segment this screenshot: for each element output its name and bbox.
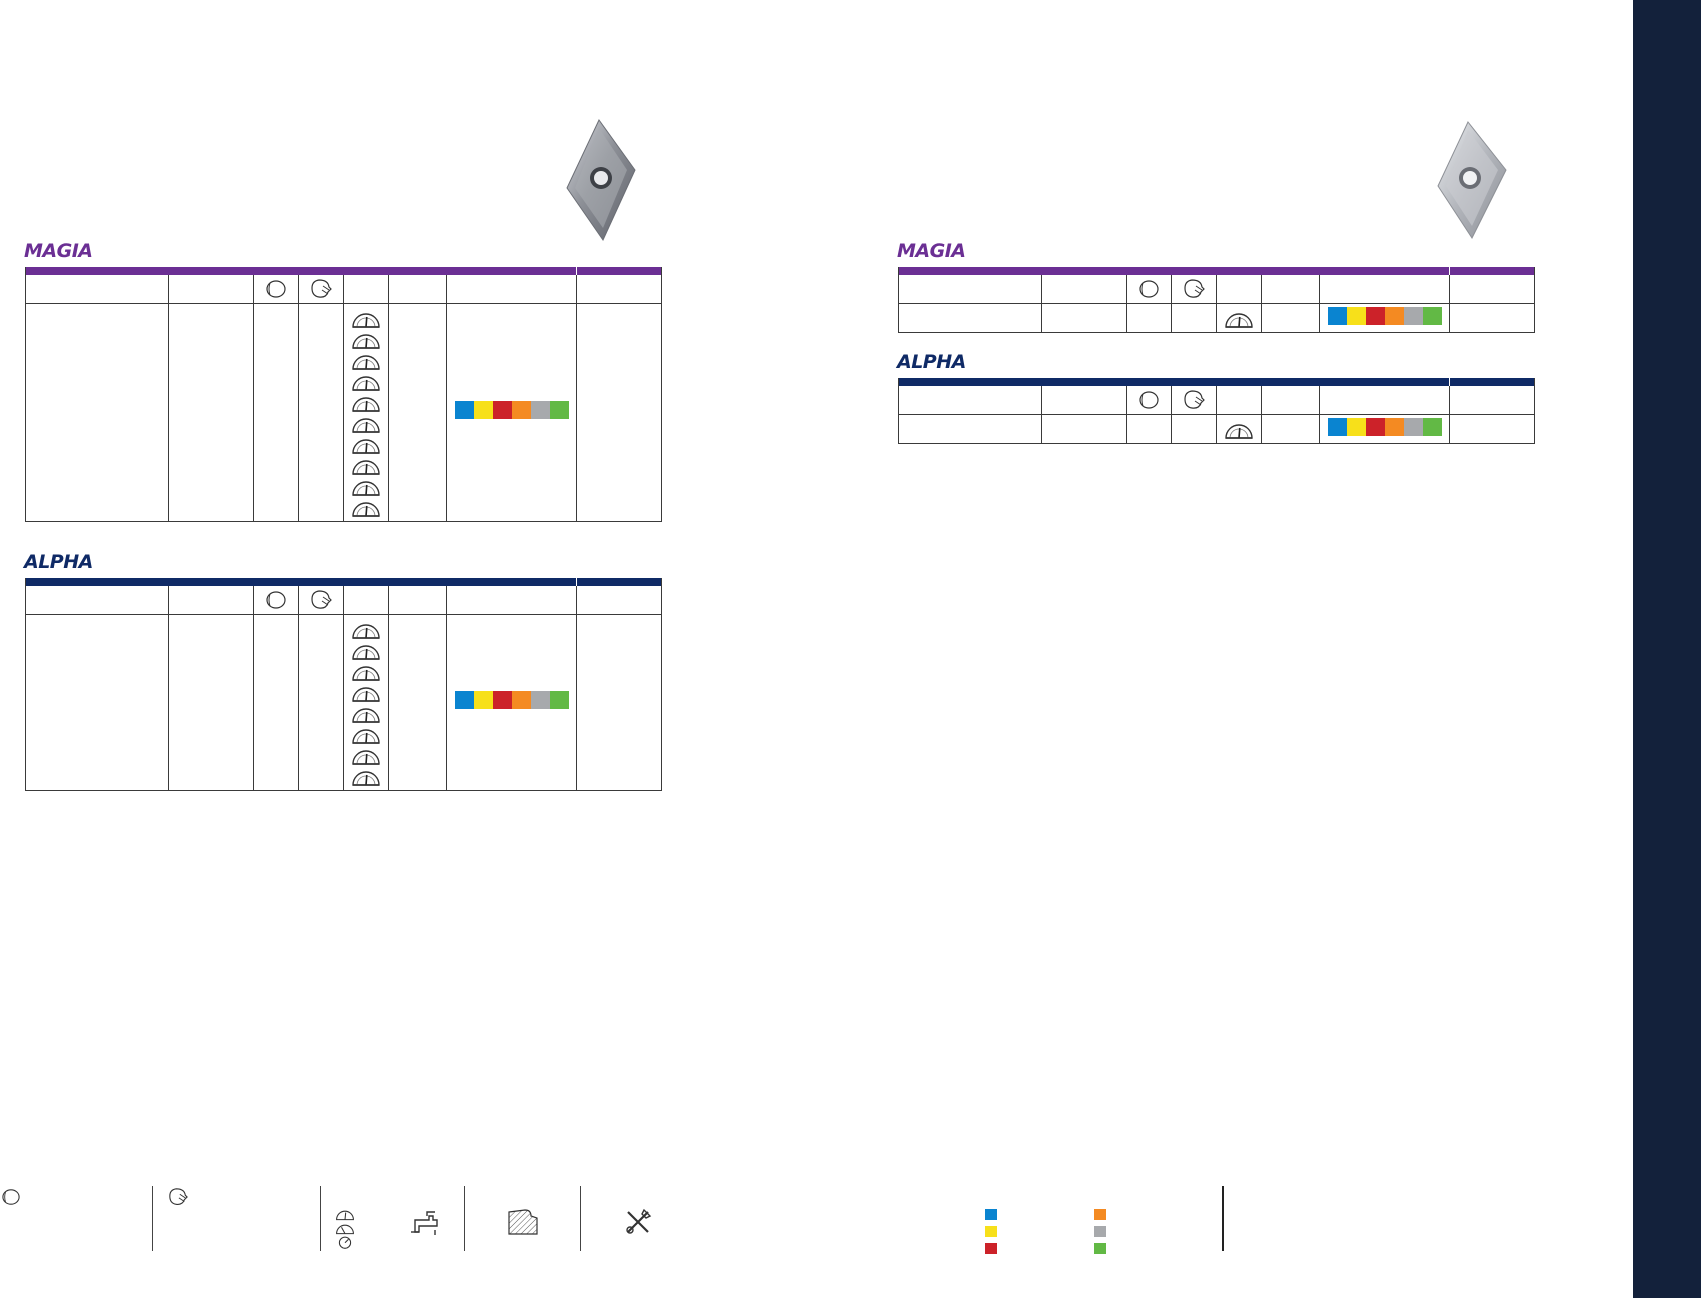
material-group-swatch <box>473 691 493 709</box>
table-header-row <box>898 386 1535 415</box>
material-group-swatch <box>985 1243 997 1254</box>
material-group-swatch <box>530 691 550 709</box>
material-group-swatch <box>549 401 569 419</box>
speed-gauge-icon <box>352 313 380 328</box>
legend-divider <box>464 1186 465 1251</box>
brand-magia-left: MAGIA <box>24 240 93 262</box>
material-group-swatch <box>1422 306 1442 325</box>
material-group-swatch <box>454 691 474 709</box>
finishing-insert-icon <box>311 279 332 298</box>
material-group-swatch <box>1094 1243 1106 1254</box>
brand-magia-right: MAGIA <box>897 240 966 262</box>
speed-gauge-legend <box>334 1207 358 1249</box>
legend-divider <box>1222 1186 1224 1251</box>
material-group-swatch <box>1094 1226 1106 1237</box>
speed-gauge-icon <box>1225 424 1253 439</box>
speed-gauge-column <box>344 615 388 790</box>
material-group-swatch <box>1327 306 1347 325</box>
speed-gauge-column <box>1217 304 1261 332</box>
speed-gauge-icon <box>352 481 380 496</box>
material-group-swatch <box>1403 306 1423 325</box>
speed-gauge-icon <box>352 750 380 765</box>
material-group-swatch <box>1346 417 1366 436</box>
speed-gauge-icon <box>336 1224 354 1235</box>
speed-gauge-icon <box>352 355 380 370</box>
speed-gauge-column <box>1217 415 1261 443</box>
insert-image-left <box>566 119 636 242</box>
roughing-insert-icon <box>266 591 286 609</box>
legend-divider <box>320 1186 321 1251</box>
table-row <box>898 414 1535 444</box>
material-group-swatch <box>1384 306 1404 325</box>
brand-alpha-right: ALPHA <box>897 351 966 373</box>
speed-gauge-column <box>344 304 388 521</box>
roughing-insert-icon <box>1139 280 1159 298</box>
material-group-strip <box>454 401 569 419</box>
speed-gauge-icon <box>338 1236 352 1249</box>
material-group-swatch <box>549 691 569 709</box>
speed-gauge-icon <box>336 1210 354 1221</box>
finishing-insert-icon <box>1184 279 1205 298</box>
material-group-swatch <box>492 401 512 419</box>
material-group-swatch <box>1094 1209 1106 1220</box>
material-group-swatch <box>1365 417 1385 436</box>
finishing-insert-icon <box>169 1188 188 1205</box>
table-header-row <box>25 275 662 304</box>
material-group-swatch <box>1327 417 1347 436</box>
speed-gauge-icon <box>352 334 380 349</box>
speed-gauge-icon <box>352 645 380 660</box>
legend-divider <box>580 1186 581 1251</box>
material-group-swatch <box>473 401 493 419</box>
table-header-row <box>25 586 662 615</box>
speed-gauge-icon <box>352 418 380 433</box>
material-group-swatch <box>1403 417 1423 436</box>
roughing-insert-icon <box>1139 391 1159 409</box>
material-group-swatch <box>1365 306 1385 325</box>
material-group-swatch <box>1346 306 1366 325</box>
material-group-swatch <box>492 691 512 709</box>
legend-divider <box>152 1186 153 1251</box>
alpha-grades-table-right <box>898 378 1535 444</box>
speed-gauge-icon <box>352 708 380 723</box>
speed-gauge-icon <box>352 687 380 702</box>
speed-gauge-icon <box>352 397 380 412</box>
material-group-strip <box>1327 306 1442 325</box>
table-row <box>25 303 662 522</box>
workpiece-material-icon <box>508 1209 538 1235</box>
material-group-swatch <box>985 1226 997 1237</box>
brand-alpha-left: ALPHA <box>24 551 93 573</box>
speed-gauge-icon <box>352 729 380 744</box>
speed-gauge-icon <box>352 502 380 517</box>
magia-grades-table-right <box>898 267 1535 333</box>
material-group-swatch <box>530 401 550 419</box>
tools-icon <box>626 1208 652 1234</box>
finishing-insert-icon <box>311 590 332 609</box>
material-group-swatch <box>1422 417 1442 436</box>
speed-gauge-icon <box>352 439 380 454</box>
material-group-swatch <box>454 401 474 419</box>
material-group-strip <box>1327 417 1442 436</box>
finishing-insert-icon <box>1184 390 1205 409</box>
roughing-insert-icon <box>266 280 286 298</box>
table-header-row <box>898 275 1535 304</box>
material-group-strip <box>454 691 569 709</box>
magia-grades-table-left <box>25 267 662 522</box>
material-group-swatch <box>511 401 531 419</box>
coolant-tap-icon <box>411 1211 438 1235</box>
material-group-swatch <box>1384 417 1404 436</box>
alpha-grades-table-left <box>25 578 662 791</box>
speed-gauge-icon <box>352 376 380 391</box>
speed-gauge-icon <box>352 624 380 639</box>
speed-gauge-icon <box>352 771 380 786</box>
speed-gauge-icon <box>1225 313 1253 328</box>
page-edge-band <box>1633 0 1701 1298</box>
speed-gauge-icon <box>352 666 380 681</box>
table-row <box>898 303 1535 333</box>
roughing-insert-icon <box>2 1189 20 1205</box>
table-row <box>25 614 662 791</box>
speed-gauge-icon <box>352 460 380 475</box>
insert-image-right <box>1437 121 1507 240</box>
material-group-swatch <box>985 1209 997 1220</box>
material-group-swatch <box>511 691 531 709</box>
